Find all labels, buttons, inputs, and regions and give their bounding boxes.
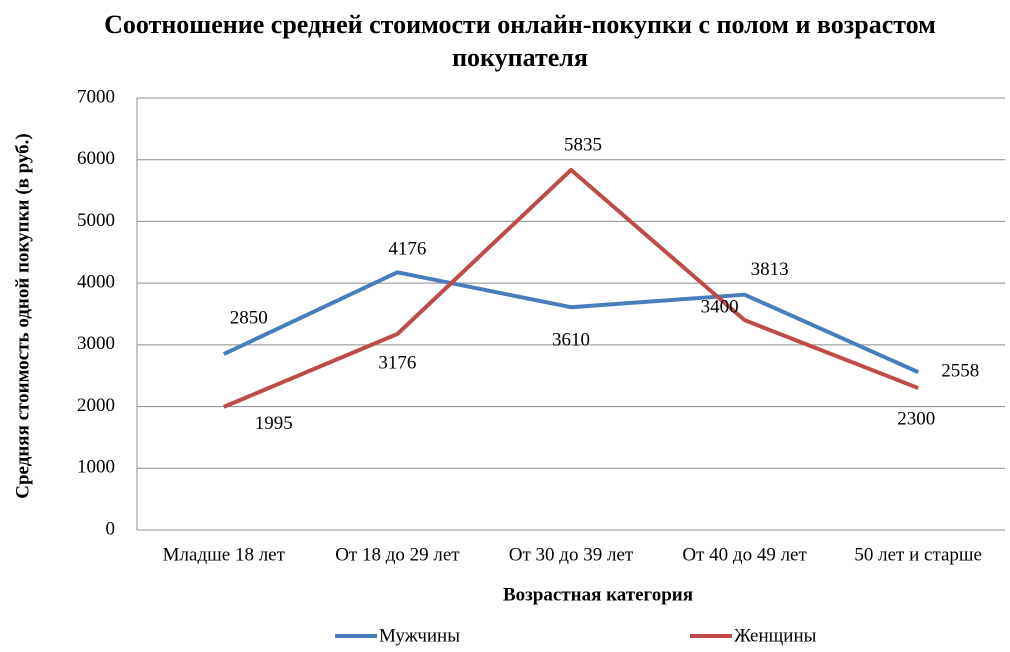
y-tick-label: 5000 [77, 210, 115, 231]
y-axis-label: Средняя стоимость одной покупки (в руб.) [12, 133, 33, 498]
y-tick-label: 2000 [77, 395, 115, 416]
data-label: 1995 [255, 413, 293, 434]
legend-label: Женщины [734, 625, 817, 646]
data-label: 3400 [701, 297, 739, 318]
x-axis-label: Возрастная категория [503, 584, 693, 605]
legend-label: Мужчины [379, 625, 460, 646]
data-label: 3176 [378, 352, 416, 373]
x-tick-label: От 40 до 49 лет [682, 544, 807, 565]
x-tick-label: От 18 до 29 лет [335, 544, 460, 565]
line [223, 167, 919, 409]
y-tick-label: 3000 [77, 333, 115, 354]
x-tick-label: От 30 до 39 лет [509, 544, 634, 565]
line [222, 270, 920, 374]
data-label: 2300 [897, 408, 935, 429]
data-label: 5835 [564, 134, 602, 155]
y-tick-label: 0 [106, 518, 116, 539]
data-label: 3813 [751, 259, 789, 280]
data-label: 2558 [941, 360, 979, 381]
y-tick-label: 7000 [77, 86, 115, 107]
x-tick-label: 50 лет и старше [854, 544, 982, 565]
y-tick-label: 6000 [77, 148, 115, 169]
data-label: 3610 [552, 330, 590, 351]
y-tick-label: 4000 [77, 272, 115, 293]
data-label: 4176 [388, 239, 426, 260]
y-tick-label: 1000 [77, 457, 115, 478]
x-tick-label: Младше 18 лет [163, 544, 286, 565]
data-label: 2850 [230, 307, 268, 328]
chart-title: Соотношение средней стоимости онлайн-пок… [104, 10, 936, 72]
